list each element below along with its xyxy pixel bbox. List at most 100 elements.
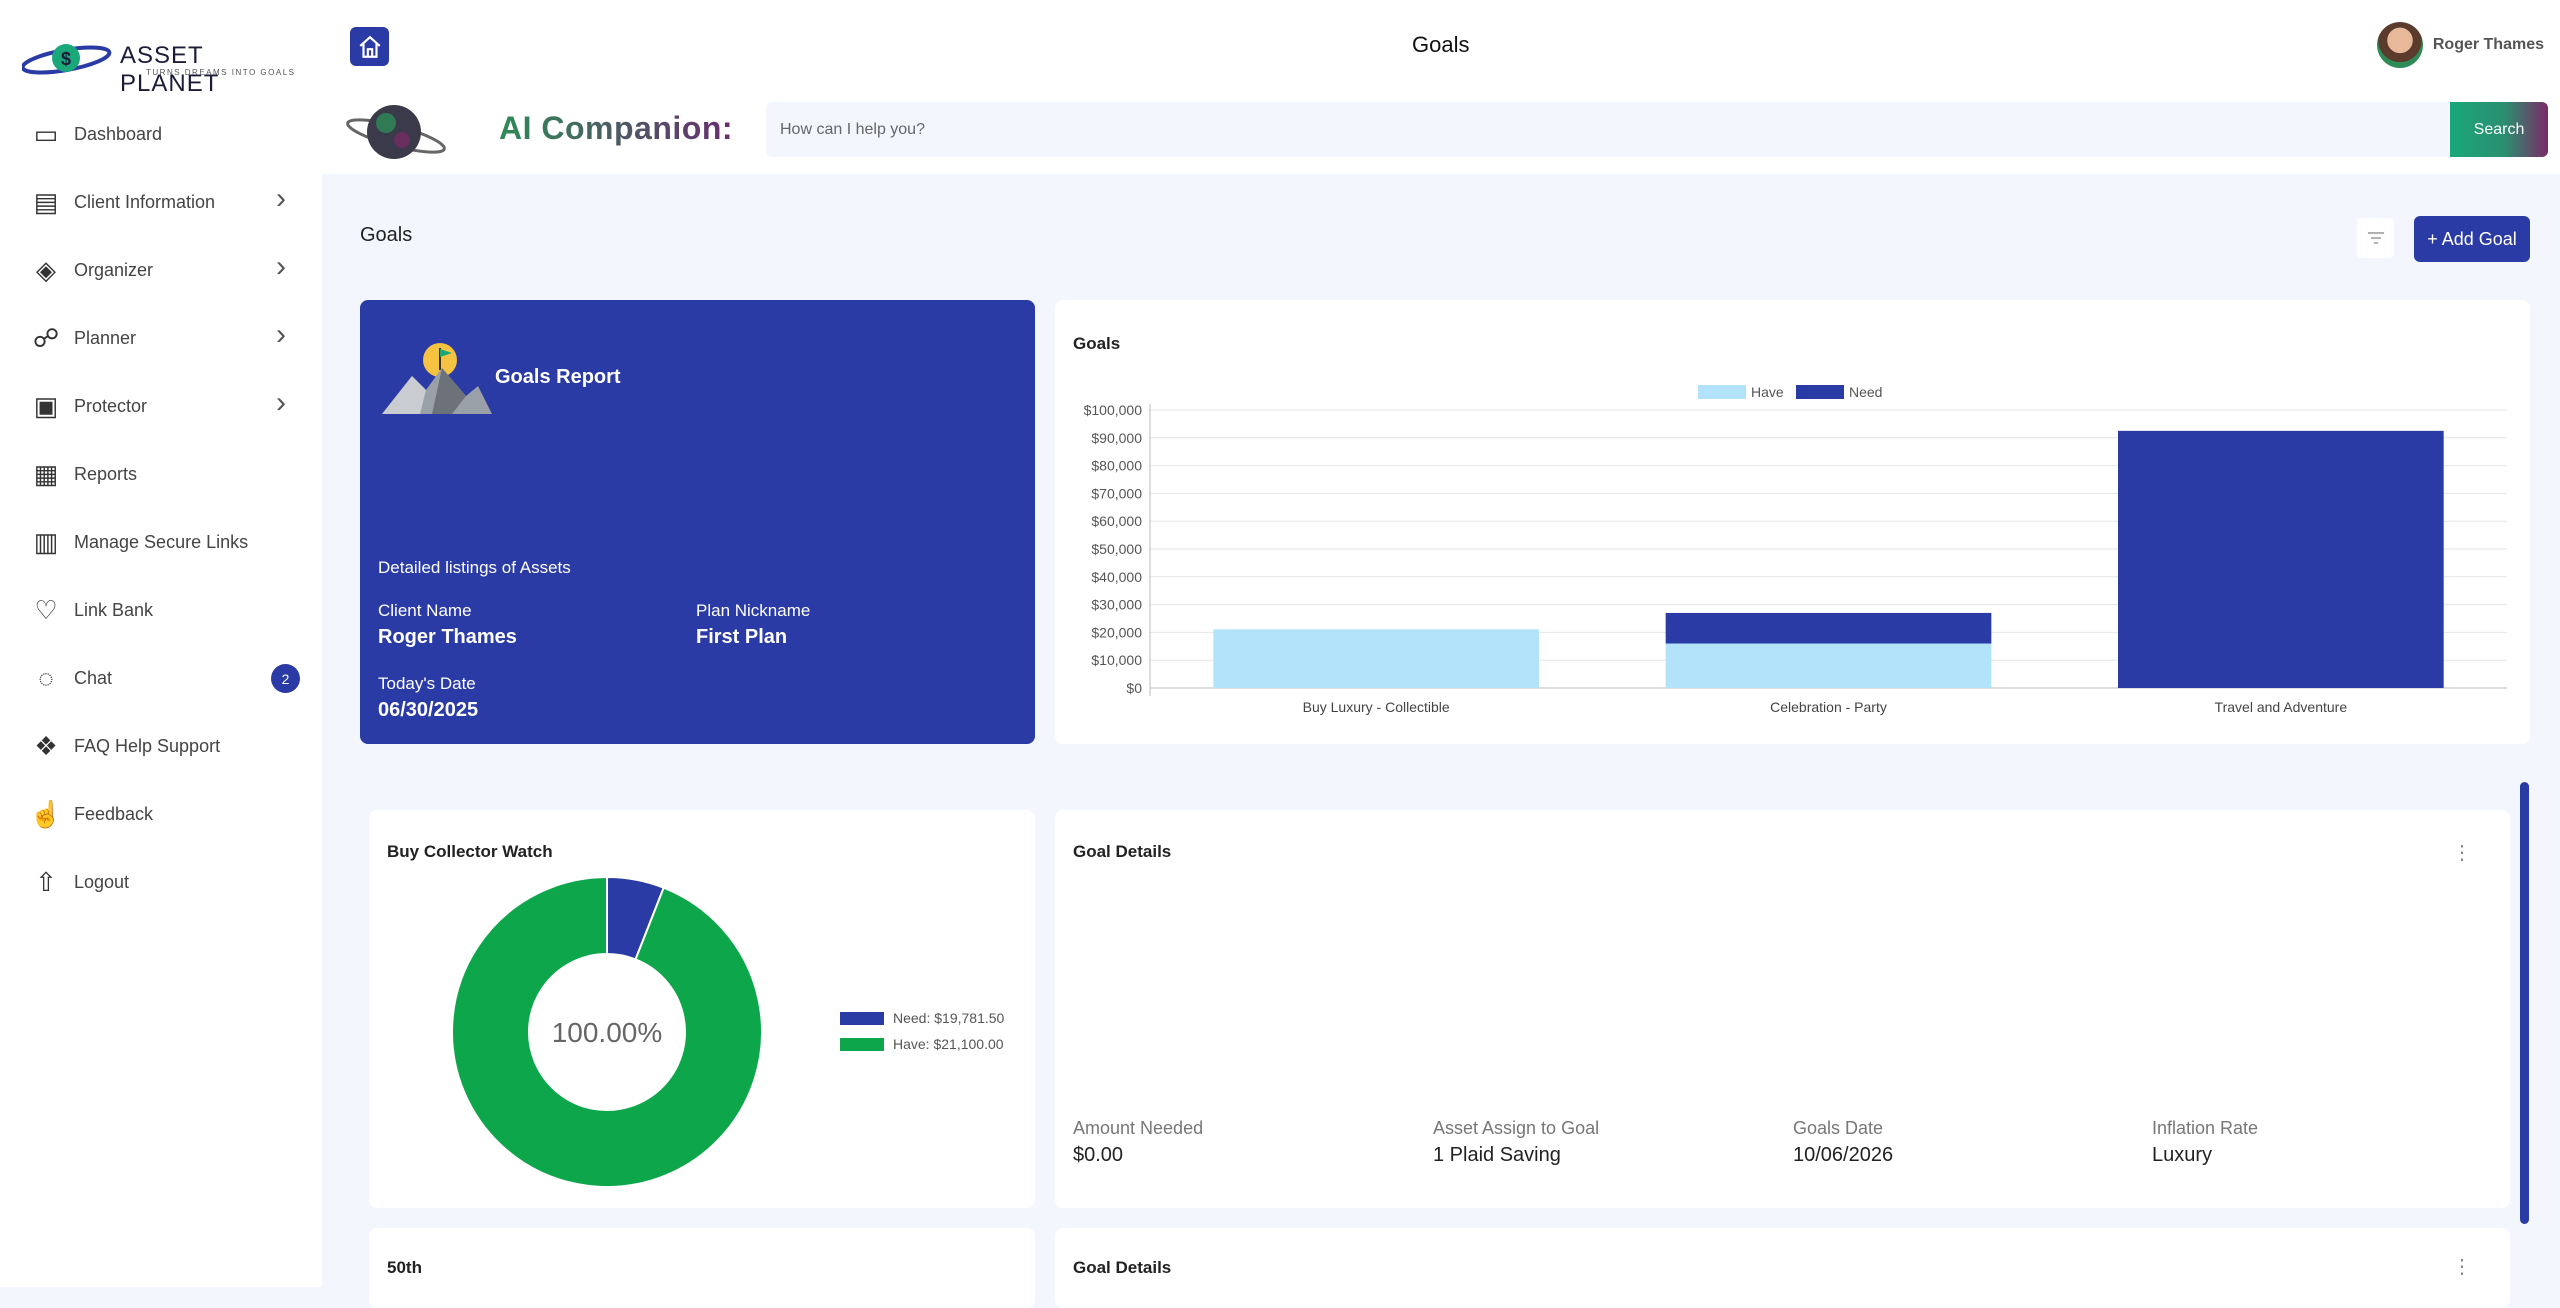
- sidebar-item-dashboard[interactable]: ▭ Dashboard: [0, 100, 322, 168]
- sidebar-item-link-bank[interactable]: ♡ Link Bank: [0, 576, 322, 644]
- sidebar-item-label: Feedback: [74, 803, 154, 824]
- presentation-board-icon: ▭: [33, 118, 59, 149]
- goal-details-card-2: Goal Details ⋮: [1055, 1228, 2510, 1308]
- sidebar-item-label: Protector: [74, 395, 148, 416]
- ai-search-input[interactable]: [766, 102, 2474, 157]
- sidebar-item-client-information[interactable]: ▤ Client Information ›: [0, 168, 322, 236]
- ai-companion-bar: AI Companion: Search: [322, 92, 2560, 174]
- goals-date-value: 10/06/2026: [1793, 1144, 1894, 1166]
- y-tick-label: $60,000: [1091, 513, 1142, 529]
- y-tick-label: $90,000: [1091, 430, 1142, 446]
- sidebar-item-label: Manage Secure Links: [74, 531, 249, 552]
- bar-have-0: [1213, 629, 1540, 688]
- asset-planet-logo[interactable]: $ ASSET PLANET TURNS DREAMS INTO GOALS: [20, 36, 302, 97]
- svg-text:$: $: [61, 49, 71, 69]
- goal-chart-card: Buy Collector Watch 100.00% Need: $19,781…: [369, 810, 1035, 1208]
- y-tick-label: $20,000: [1091, 624, 1142, 640]
- more-options-icon[interactable]: ⋮: [2452, 842, 2472, 864]
- x-tick-label: Celebration - Party: [1770, 699, 1887, 715]
- y-tick-label: $40,000: [1091, 569, 1142, 585]
- avatar[interactable]: [2376, 22, 2423, 68]
- legend-swatch-0: [840, 1012, 884, 1025]
- sidebar-item-reports[interactable]: ▦ Reports: [0, 440, 322, 508]
- sidebar-item-chat[interactable]: ◌ Chat 2: [0, 644, 322, 712]
- bar-need-1: [1665, 612, 1992, 644]
- home-button[interactable]: [350, 27, 389, 66]
- goals-chart-title: Goals: [1073, 334, 1121, 353]
- planet-dollar-logo-icon: $: [20, 44, 112, 75]
- inflation-rate-label: Inflation Rate: [2152, 1118, 2259, 1138]
- page-title: Goals: [1412, 32, 1470, 57]
- amount-needed-value: $0.00: [1073, 1144, 1124, 1166]
- planner-person-icon: ☍: [32, 322, 60, 353]
- sidebar-item-faq-help-support[interactable]: ❖ FAQ Help Support: [0, 712, 322, 780]
- goals-report-card: Goals Report Detailed listings of Assets…: [360, 300, 1035, 744]
- logo-text: ASSET PLANET: [120, 42, 220, 97]
- sidebar-item-label: FAQ Help Support: [74, 735, 221, 756]
- sidebar-item-planner[interactable]: ☍ Planner ›: [0, 304, 322, 372]
- safe-icon: ▣: [33, 390, 59, 421]
- y-tick-label: $80,000: [1091, 458, 1142, 474]
- add-goal-button[interactable]: + Add Goal: [2414, 216, 2530, 262]
- organizer-icon: ◈: [36, 254, 56, 285]
- asset-assign-value: 1 Plaid Saving: [1433, 1144, 1561, 1166]
- goal-details-card: Goal Details ⋮ Amount Needed $0.00 Asset…: [1055, 810, 2510, 1208]
- y-tick-label: $50,000: [1091, 541, 1142, 557]
- goals-date-label: Goals Date: [1793, 1118, 1884, 1138]
- goals-bar-chart: $0 $10,000 $20,000 $30,000 $40,000 $50,000 $60…: [1084, 384, 2507, 715]
- secure-link-icon: ▥: [33, 526, 59, 557]
- sidebar-item-label: Chat: [74, 667, 113, 688]
- goal-chart-title: Buy Collector Watch: [387, 842, 553, 861]
- legend-label-need: Need: [1849, 384, 1882, 400]
- sidebar-item-label: Reports: [74, 463, 138, 484]
- goal-chart-title-2: 50th: [387, 1258, 422, 1277]
- top-bar: Goals Roger Thames: [322, 0, 2560, 92]
- user-menu[interactable]: Roger Thames: [2376, 22, 2544, 68]
- report-title: Goals Report: [495, 366, 621, 388]
- chat-count-badge: 2: [271, 664, 300, 693]
- legend-label-0: Need: $19,781.50: [893, 1010, 1005, 1026]
- sidebar-item-organizer[interactable]: ◈ Organizer ›: [0, 236, 322, 304]
- sidebar-item-label: Logout: [74, 871, 130, 892]
- y-tick-label: $30,000: [1091, 597, 1142, 613]
- user-name: Roger Thames: [2432, 36, 2544, 53]
- handshake-icon: ♡: [34, 594, 58, 625]
- chevron-right-icon[interactable]: ›: [276, 250, 286, 283]
- sidebar-item-manage-secure-links[interactable]: ▥ Manage Secure Links: [0, 508, 322, 576]
- sidebar-item-label: Link Bank: [74, 599, 154, 620]
- sidebar-item-label: Organizer: [74, 259, 154, 280]
- reports-icon: ▦: [33, 458, 59, 489]
- search-button[interactable]: Search: [2450, 102, 2548, 157]
- x-tick-label: Travel and Adventure: [2215, 699, 2348, 715]
- goals-chart-card: Goals $0 $10,000 $20,000 $30,000 $40,000 $50,…: [1055, 300, 2530, 744]
- sidebar-item-logout[interactable]: ⇧ Logout: [0, 848, 322, 916]
- sidebar-item-protector[interactable]: ▣ Protector ›: [0, 372, 322, 440]
- legend-swatch-have: [1698, 385, 1746, 399]
- filter-button[interactable]: [2357, 218, 2394, 258]
- help-support-icon: ❖: [34, 730, 58, 761]
- y-tick-label: $10,000: [1091, 652, 1142, 668]
- donut-center-label: 100.00%: [552, 1017, 663, 1048]
- chevron-right-icon[interactable]: ›: [276, 182, 286, 215]
- amount-needed-label: Amount Needed: [1073, 1118, 1204, 1138]
- goal-details-title-2: Goal Details: [1073, 1258, 1172, 1277]
- thumbs-up-icon: ☝: [29, 798, 63, 829]
- more-options-icon-2[interactable]: ⋮: [2452, 1256, 2472, 1278]
- clipboard-icon: ▤: [33, 186, 59, 217]
- donut-slice-1: [451, 875, 763, 1188]
- mountain-flag-icon: [382, 343, 492, 414]
- goal-donut-chart: 100.00% Need: $19,781.50 Have: $21,100.00: [451, 875, 1005, 1188]
- sidebar: $ ASSET PLANET TURNS DREAMS INTO GOALS ▭…: [0, 0, 322, 1287]
- goal-details-title: Goal Details: [1073, 842, 1172, 861]
- sidebar-item-feedback[interactable]: ☝ Feedback: [0, 780, 322, 848]
- chevron-right-icon[interactable]: ›: [276, 318, 286, 351]
- asset-assign-label: Asset Assign to Goal: [1433, 1118, 1600, 1138]
- chat-icon: ◌: [38, 662, 54, 693]
- client-name-value: Roger Thames: [378, 626, 517, 648]
- legend-swatch-1: [840, 1038, 884, 1051]
- chevron-right-icon[interactable]: ›: [276, 386, 286, 419]
- scrollbar[interactable]: [2520, 782, 2529, 1224]
- home-icon: [359, 35, 380, 58]
- rocket-icon: ⇧: [35, 866, 57, 897]
- y-tick-label: $100,000: [1084, 402, 1143, 418]
